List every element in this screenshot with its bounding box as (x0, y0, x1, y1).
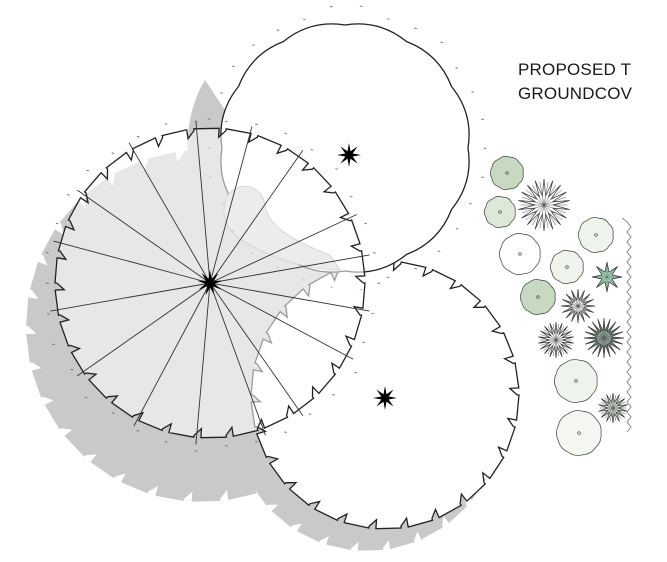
shrub-1 (489, 155, 524, 191)
left-tree-dashes (45, 120, 381, 452)
hedge-line (621, 217, 632, 433)
shrub-8 (556, 410, 602, 456)
shrub-4 (498, 233, 541, 275)
left-tree-trunk (197, 270, 223, 296)
legend-title-line-1: PROPOSED T (518, 60, 632, 79)
groundcover-2 (583, 317, 625, 359)
top-tree-trunk (337, 143, 361, 167)
groundcover-3 (598, 392, 628, 424)
legend-title-line-2: GROUNDCOV (518, 84, 633, 103)
grass-1 (518, 178, 570, 232)
shrub-6 (519, 279, 556, 315)
shrub-5 (549, 249, 584, 285)
left-tree-rays (50, 121, 370, 445)
bottom-tree-trunk (373, 386, 397, 410)
shrub-2 (483, 195, 516, 229)
shrub-3 (577, 217, 614, 253)
plant-symbol-legend (483, 155, 628, 456)
grass-2 (560, 288, 596, 324)
grass-3 (538, 321, 574, 359)
tree-canopies (45, 5, 520, 530)
groundcover-1 (591, 261, 623, 293)
shrub-7 (554, 359, 598, 403)
